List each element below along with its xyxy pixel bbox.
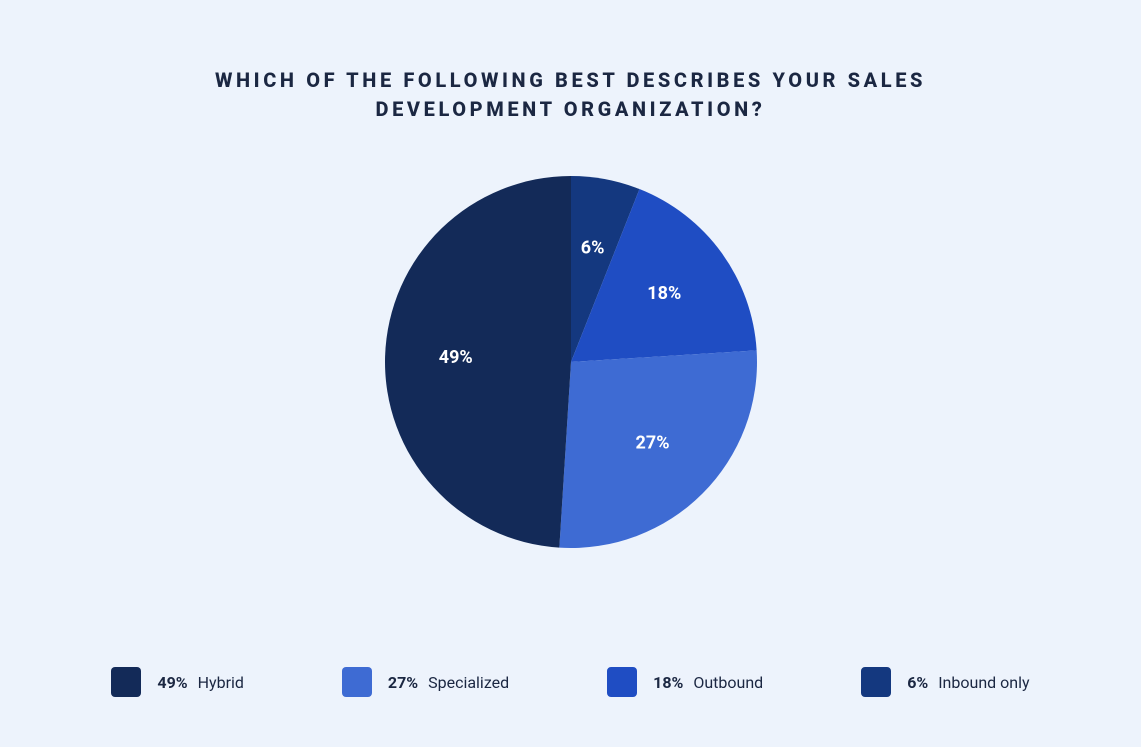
legend-percent: 27%: [388, 673, 418, 692]
pie-slice-label: 27%: [635, 432, 669, 453]
legend: 49% Hybrid 27% Specialized 18% Outbound 6% Inbo…: [0, 667, 1141, 697]
legend-swatch: [861, 667, 891, 697]
legend-percent: 18%: [653, 673, 683, 692]
legend-item: 49% Hybrid: [111, 667, 244, 697]
legend-item: 18% Outbound: [607, 667, 763, 697]
legend-item: 27% Specialized: [342, 667, 509, 697]
legend-percent: 49%: [157, 673, 187, 692]
legend-swatch: [607, 667, 637, 697]
pie-chart: 6% 18% 27% 49%: [385, 176, 757, 548]
legend-item: 6% Inbound only: [861, 667, 1029, 697]
legend-label: Specialized: [428, 673, 509, 692]
pie-svg: 6% 18% 27% 49%: [385, 176, 757, 548]
legend-label: Outbound: [693, 673, 763, 692]
legend-text: 49% Hybrid: [157, 673, 244, 692]
legend-swatch: [111, 667, 141, 697]
pie-slice-label: 49%: [438, 347, 472, 368]
legend-text: 27% Specialized: [388, 673, 509, 692]
chart-canvas: WHICH OF THE FOLLOWING BEST DESCRIBES YO…: [0, 0, 1141, 747]
chart-title: WHICH OF THE FOLLOWING BEST DESCRIBES YO…: [161, 66, 981, 124]
legend-text: 18% Outbound: [653, 673, 763, 692]
legend-label: Inbound only: [938, 673, 1029, 692]
pie-slice-label: 18%: [647, 283, 681, 304]
pie-slice: [385, 176, 571, 548]
legend-swatch: [342, 667, 372, 697]
legend-label: Hybrid: [198, 673, 244, 692]
legend-text: 6% Inbound only: [907, 673, 1029, 692]
pie-slice-label: 6%: [580, 237, 604, 258]
legend-percent: 6%: [907, 673, 928, 692]
